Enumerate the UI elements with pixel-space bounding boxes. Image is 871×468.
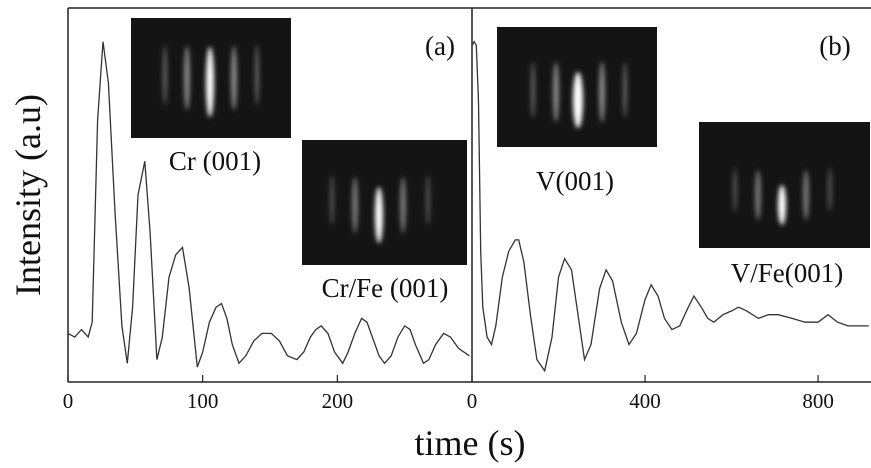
x-tick-label: 0 [467,389,478,413]
x-tick-label: 800 [802,389,834,413]
x-axis-label: time (s) [415,423,526,463]
annotation: V(001) [536,166,614,196]
x-tick-label: 0 [63,389,74,413]
annotation: V/Fe(001) [731,258,843,288]
annotation: Cr/Fe (001) [322,273,449,303]
rheed-image [497,27,657,147]
rheed-image [131,18,291,138]
data-line [67,41,470,368]
panel-label: (a) [425,31,455,61]
y-axis-label: Intensity (a.u) [8,94,48,296]
data-line [471,40,869,373]
insets [131,18,870,265]
rheed-image [699,122,870,248]
panel-label: (b) [819,31,850,61]
x-tick-label: 100 [187,389,219,413]
x-tick-label: 400 [629,389,661,413]
rheed-image [302,140,467,265]
annotation: Cr (001) [169,146,261,176]
x-tick-label: 200 [322,389,354,413]
